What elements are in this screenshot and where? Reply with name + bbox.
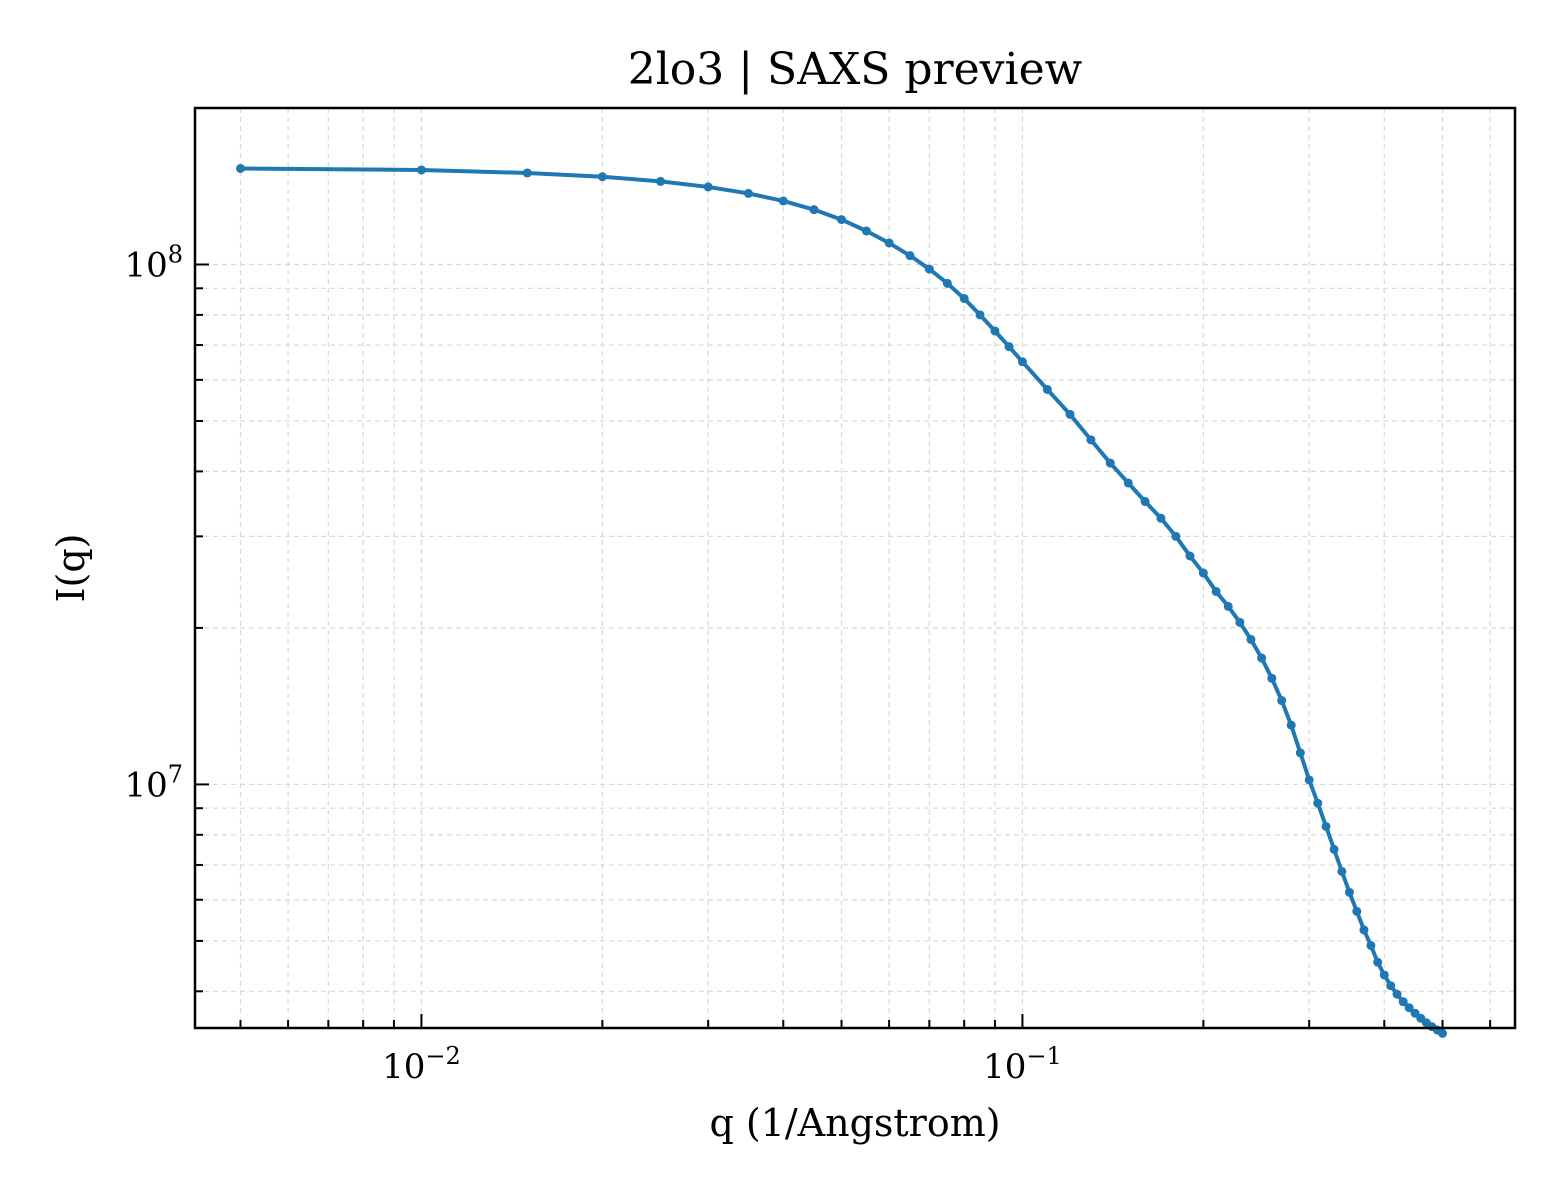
data-point (837, 215, 847, 225)
plot-frame (193, 106, 1517, 1030)
data-point (522, 168, 532, 178)
data-point (1042, 384, 1052, 394)
ticks: 10−2 10−1 107 108 (124, 107, 1492, 1087)
data-point (416, 165, 426, 175)
data-point (1438, 1028, 1448, 1038)
data-point (1313, 798, 1323, 808)
data-point (884, 238, 894, 248)
data-point (1392, 989, 1402, 999)
data-point (1321, 821, 1331, 831)
data-point (1267, 673, 1277, 683)
data-point (597, 172, 607, 182)
data-point (1257, 653, 1267, 663)
data-point (656, 176, 666, 186)
data-point (1359, 925, 1369, 935)
data-point (1198, 568, 1208, 578)
data-point (1017, 357, 1027, 367)
data-point (905, 251, 915, 261)
grid (195, 107, 1515, 1028)
data-point (959, 294, 969, 304)
y-axis-label: I(q) (49, 534, 93, 603)
data-point (1185, 551, 1195, 561)
data-point (236, 163, 246, 173)
y-tick-label: 107 (124, 760, 183, 805)
data-point (1304, 775, 1314, 785)
data-point (1404, 1003, 1414, 1013)
x-axis-label: q (1/Angstrom) (709, 1101, 1000, 1145)
x-tick-label: 10−1 (983, 1042, 1062, 1087)
x-tick-label: 10−2 (382, 1042, 461, 1087)
data-point (924, 264, 934, 274)
data-point (1171, 531, 1181, 541)
data-point (1366, 940, 1376, 950)
data-point (809, 205, 819, 215)
data-point (1140, 497, 1150, 507)
data-point (1277, 696, 1287, 706)
data-point (1295, 748, 1305, 758)
data-point (1086, 435, 1096, 445)
data-point (703, 182, 713, 192)
data-point (1156, 513, 1166, 523)
data-point (1398, 997, 1408, 1007)
data-point (942, 278, 952, 288)
data-point (743, 188, 753, 198)
data-point (1329, 844, 1339, 854)
data-point (1386, 981, 1396, 991)
data-point (1065, 409, 1075, 419)
data-point (1004, 342, 1014, 352)
data-point (1211, 586, 1221, 596)
y-tick-label: 108 (124, 241, 183, 286)
data-point (1123, 478, 1133, 488)
chart-title: 2lo3 | SAXS preview (628, 44, 1083, 95)
data-point (1105, 458, 1115, 468)
data-point (1235, 617, 1245, 627)
data-point (1352, 906, 1362, 916)
data-point (975, 310, 985, 320)
data-point (1373, 957, 1383, 967)
data-point (861, 226, 871, 236)
data-point (1286, 720, 1296, 730)
data-point (1344, 887, 1354, 897)
data-point (990, 326, 1000, 336)
data-point (1337, 866, 1347, 876)
series-layer (236, 163, 1448, 1038)
data-point (1246, 634, 1256, 644)
data-point (1223, 601, 1233, 611)
data-point (778, 196, 788, 206)
data-point (1379, 970, 1389, 980)
